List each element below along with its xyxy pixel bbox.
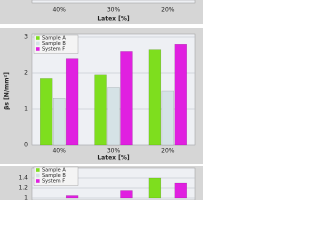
- bar: [94, 74, 107, 146]
- legend-swatch: [36, 36, 40, 40]
- bar: [120, 190, 133, 199]
- bar: [174, 44, 187, 146]
- x-axis-label: Latex [%]: [97, 16, 130, 23]
- legend-label: System F: [42, 179, 65, 185]
- bar: [65, 58, 79, 146]
- bar: [107, 87, 120, 146]
- legend-box: [33, 34, 79, 54]
- legend-label: System F: [42, 47, 65, 53]
- legend-label: Sample A: [42, 36, 66, 42]
- y-tick-label: 2: [24, 70, 28, 77]
- bar: [148, 177, 162, 199]
- legend-label: Sample A: [42, 168, 66, 174]
- bar: [52, 97, 66, 146]
- bar: [148, 49, 162, 146]
- x-axis-label: Latex [%]: [97, 155, 130, 162]
- x-tick-label: 20%: [161, 148, 175, 155]
- y-tick-label: 1: [24, 106, 28, 113]
- figure: 40% 30% 20% Latex [%] 0 1 2 3 βs [N/mm²] 40% 30% 20…: [0, 0, 203, 200]
- x-tick-label: 30%: [107, 148, 121, 155]
- y-tick-label: 3: [24, 34, 28, 41]
- y-tick-label: 1.2: [18, 185, 28, 192]
- x-tick-label: 40%: [52, 7, 66, 14]
- legend-swatch: [36, 168, 40, 172]
- y-tick-label: 0: [24, 142, 28, 149]
- legend-swatch: [36, 173, 40, 178]
- x-tick-label: 30%: [107, 7, 121, 14]
- legend-swatch: [36, 41, 40, 46]
- legend-label: Sample B: [42, 173, 66, 179]
- legend-label: Sample B: [42, 41, 66, 47]
- x-tick-label: 20%: [161, 7, 175, 14]
- y-tick-label: 1.4: [18, 175, 28, 182]
- bar: [40, 78, 53, 146]
- x-tick-label: 40%: [52, 148, 66, 155]
- y-tick-label: 1: [24, 195, 28, 201]
- bar: [120, 51, 133, 146]
- legend-swatch: [36, 47, 40, 51]
- y-axis-label: βs [N/mm²]: [4, 72, 11, 110]
- legend-swatch: [36, 179, 40, 183]
- panel-top: [0, 0, 203, 24]
- bar: [174, 182, 187, 199]
- legend-box: [33, 166, 79, 186]
- bar: [65, 195, 79, 199]
- bar: [161, 90, 175, 146]
- plot-area: [31, 0, 196, 4]
